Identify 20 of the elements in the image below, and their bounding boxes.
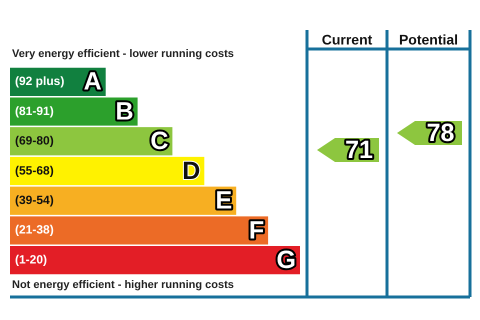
y-tick-label: E xyxy=(216,186,232,215)
annotation: (55-68) xyxy=(15,163,54,178)
annotation: (69-80) xyxy=(15,134,54,148)
bar xyxy=(10,156,204,186)
chart-title: Very energy efficient - lower running costs xyxy=(12,48,234,60)
y-tick-label: D xyxy=(182,156,200,185)
y-tick-label: C xyxy=(150,127,168,156)
annotation: (81-91) xyxy=(15,104,54,118)
annotation: (39-54) xyxy=(15,193,54,208)
bar xyxy=(10,216,268,245)
bar xyxy=(10,186,236,215)
annotation: (92 plus) xyxy=(15,74,64,88)
text: Not energy efficient - higher running costs xyxy=(12,279,234,292)
y-tick-label: B xyxy=(116,97,134,126)
annotation: (1-20) xyxy=(15,252,48,266)
y-tick-label: G xyxy=(276,246,296,274)
bar xyxy=(10,246,300,274)
annotation: (21-38) xyxy=(15,222,54,237)
y-tick-label: A xyxy=(84,68,102,96)
y-tick-label: F xyxy=(248,216,264,244)
